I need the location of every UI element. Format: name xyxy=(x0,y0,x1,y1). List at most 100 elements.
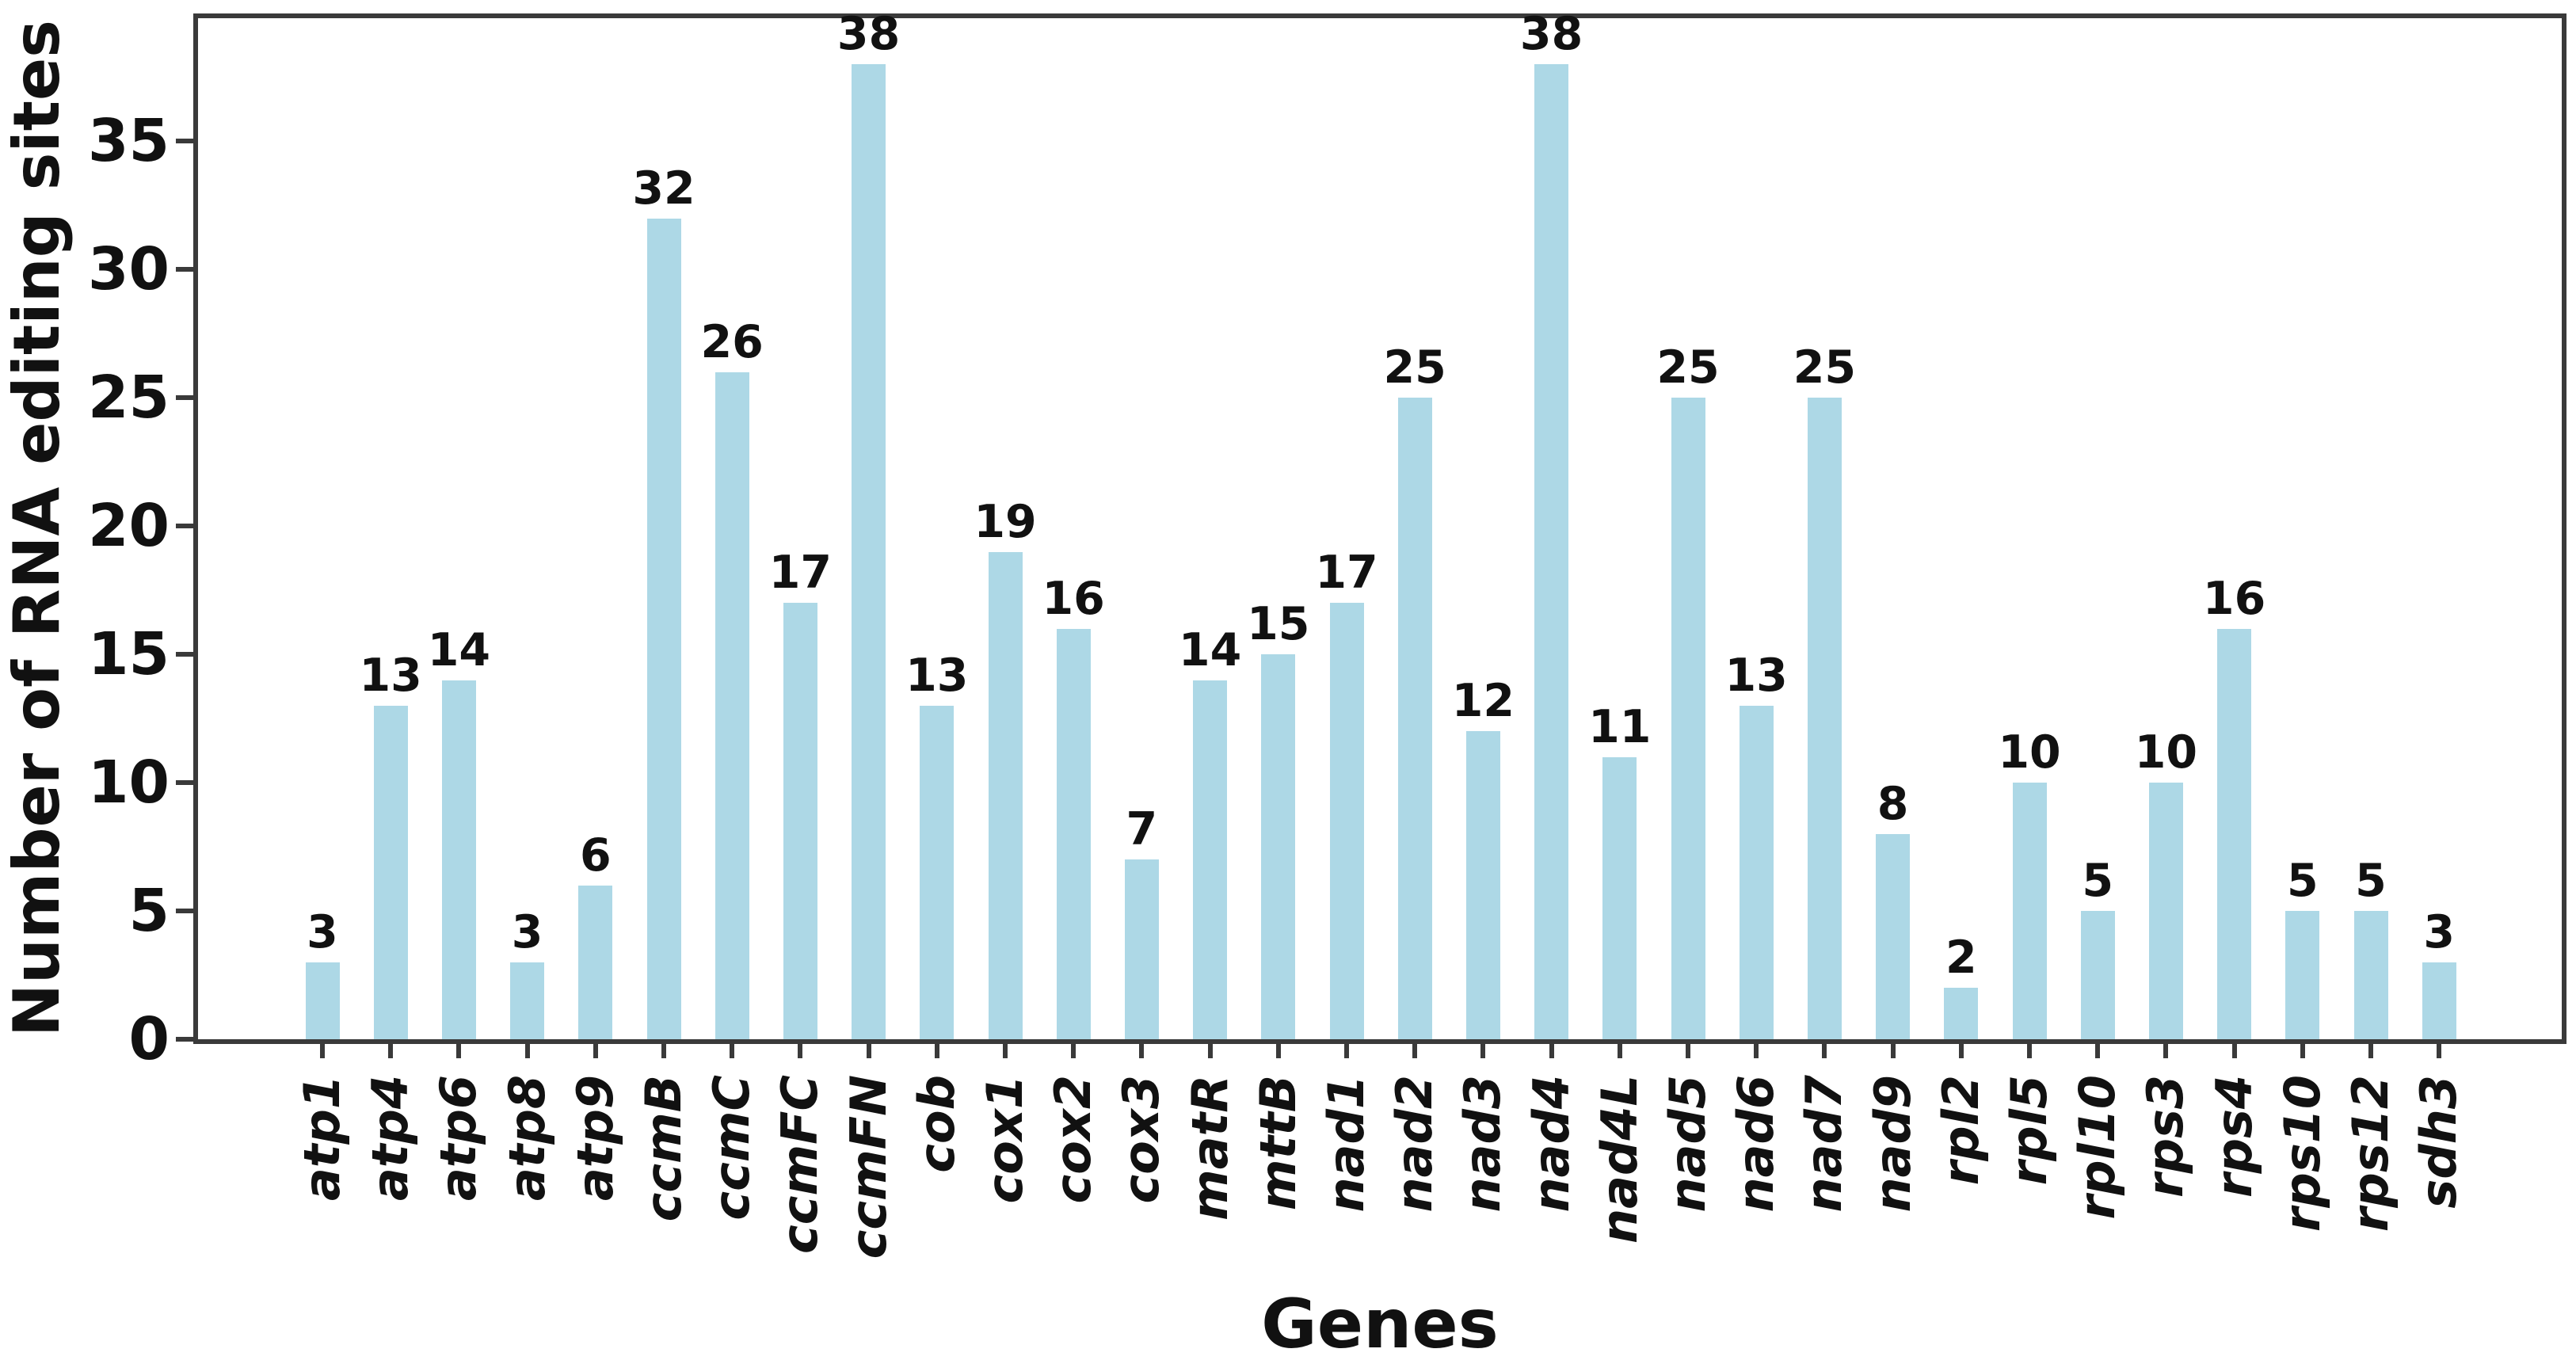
x-axis-title: Genes xyxy=(1261,1285,1499,1364)
y-tick xyxy=(176,1037,193,1042)
bar xyxy=(2353,911,2388,1039)
x-tick xyxy=(730,1044,735,1058)
x-tick xyxy=(456,1044,462,1058)
x-tick xyxy=(2368,1044,2373,1058)
x-tick xyxy=(2437,1044,2442,1058)
x-tick xyxy=(1754,1044,1759,1058)
bar-value-label: 10 xyxy=(2134,726,2198,779)
y-tick xyxy=(176,139,193,144)
x-tick xyxy=(2163,1044,2169,1058)
x-tick xyxy=(320,1044,325,1058)
x-tick-label: nad9 xyxy=(1863,1075,1922,1213)
x-tick-label: ccmFN xyxy=(839,1075,897,1259)
x-tick-label: atp1 xyxy=(293,1075,351,1201)
x-tick-label: rpl10 xyxy=(2068,1075,2127,1220)
x-tick-label: atp9 xyxy=(566,1075,624,1201)
x-tick-label: ccmC xyxy=(703,1075,761,1221)
bar xyxy=(1329,603,1364,1039)
bar-value-label: 17 xyxy=(768,547,833,600)
y-tick-label: 0 xyxy=(128,1005,170,1073)
bar xyxy=(1671,398,1705,1039)
bar-value-label: 14 xyxy=(427,623,491,676)
bar-value-label: 13 xyxy=(359,649,422,702)
bar xyxy=(852,64,886,1039)
bar xyxy=(2285,911,2320,1039)
bar-value-label: 5 xyxy=(2082,855,2114,908)
bar-value-label: 5 xyxy=(2355,855,2387,908)
x-tick-label: rps10 xyxy=(2273,1075,2331,1233)
bar-value-label: 38 xyxy=(836,8,901,61)
bar xyxy=(441,680,476,1039)
bar xyxy=(578,885,613,1039)
x-tick-label: nad2 xyxy=(1385,1075,1444,1213)
y-tick xyxy=(176,395,193,401)
bar-value-label: 13 xyxy=(1724,649,1788,702)
bar xyxy=(920,705,955,1039)
bar xyxy=(783,603,817,1039)
bar xyxy=(988,551,1023,1039)
bar xyxy=(1944,988,1979,1039)
bar xyxy=(1193,680,1228,1039)
x-tick-label: atp4 xyxy=(361,1075,420,1201)
bar-value-label: 10 xyxy=(1998,726,2061,779)
y-tick xyxy=(176,652,193,657)
bar-value-label: 32 xyxy=(632,162,695,215)
bar-value-label: 11 xyxy=(1588,700,1652,753)
x-tick xyxy=(2027,1044,2032,1058)
bar xyxy=(1397,398,1432,1039)
bar-value-label: 3 xyxy=(307,905,338,958)
bar xyxy=(2080,911,2115,1039)
y-tick xyxy=(176,780,193,786)
bar xyxy=(1739,705,1774,1039)
bar xyxy=(373,705,408,1039)
x-tick-label: sdh3 xyxy=(2410,1075,2468,1209)
x-tick xyxy=(798,1044,803,1058)
bar xyxy=(305,962,340,1039)
x-tick-label: matR xyxy=(1180,1075,1239,1221)
x-tick-label: ccmB xyxy=(634,1075,692,1222)
bar-value-label: 7 xyxy=(1126,803,1158,856)
bar-value-label: 16 xyxy=(2202,572,2266,625)
bar-value-label: 6 xyxy=(579,829,612,882)
x-tick xyxy=(1071,1044,1077,1058)
bar-value-label: 8 xyxy=(1877,777,1909,830)
x-tick-label: cob xyxy=(907,1075,966,1173)
x-tick xyxy=(388,1044,394,1058)
x-tick-label: cox2 xyxy=(1044,1075,1103,1204)
bar-value-label: 26 xyxy=(700,315,764,368)
x-tick xyxy=(524,1044,530,1058)
bar-value-label: 3 xyxy=(2423,905,2456,958)
y-tick-label: 10 xyxy=(88,749,170,817)
x-tick-label: nad7 xyxy=(1795,1075,1854,1213)
bar-value-label: 13 xyxy=(905,649,969,702)
x-tick xyxy=(1139,1044,1145,1058)
x-tick xyxy=(1412,1044,1418,1058)
y-tick-label: 25 xyxy=(88,364,170,432)
bar xyxy=(1261,654,1296,1039)
x-tick xyxy=(1822,1044,1827,1058)
bar xyxy=(510,962,545,1039)
bar xyxy=(1807,398,1842,1039)
x-tick xyxy=(1480,1044,1486,1058)
bar-value-label: 19 xyxy=(974,495,1037,548)
bar-value-label: 25 xyxy=(1656,341,1720,394)
bar-value-label: 17 xyxy=(1315,547,1378,600)
x-tick xyxy=(1344,1044,1349,1058)
x-tick-label: nad3 xyxy=(1454,1075,1512,1213)
x-tick-label: mttB xyxy=(1248,1075,1307,1211)
x-tick xyxy=(1890,1044,1896,1058)
x-tick xyxy=(934,1044,939,1058)
x-tick xyxy=(1275,1044,1281,1058)
bar-value-label: 5 xyxy=(2286,855,2319,908)
bar xyxy=(646,218,681,1039)
x-tick-label: nad4 xyxy=(1522,1075,1580,1213)
bar-value-label: 38 xyxy=(1519,8,1583,61)
y-tick-label: 35 xyxy=(88,107,170,176)
x-tick xyxy=(1617,1044,1622,1058)
bar-value-label: 15 xyxy=(1247,598,1310,651)
x-tick xyxy=(2231,1044,2237,1058)
x-tick xyxy=(2300,1044,2305,1058)
bar xyxy=(2422,962,2456,1039)
bar xyxy=(2148,783,2183,1039)
